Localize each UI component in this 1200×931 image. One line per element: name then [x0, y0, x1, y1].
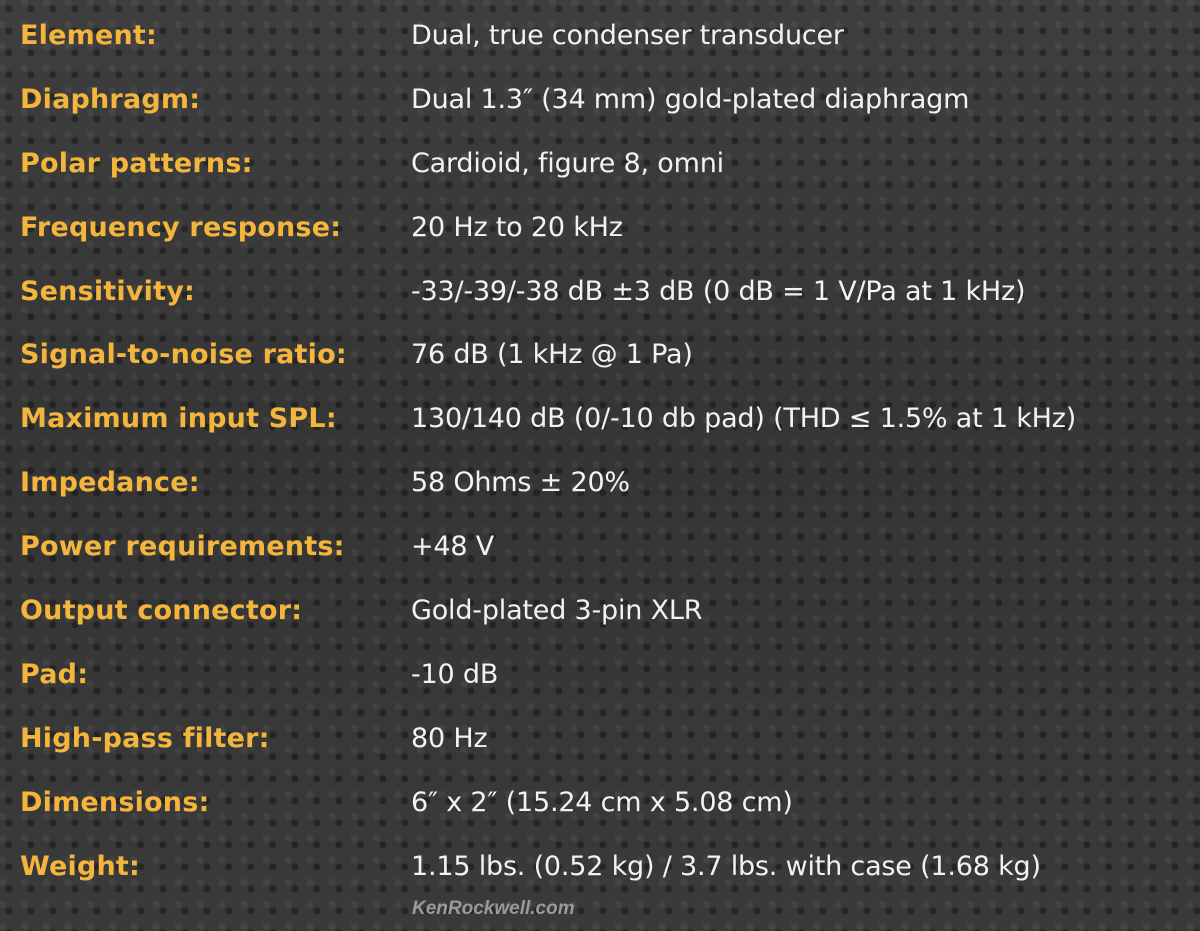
spec-label: High-pass filter: [20, 722, 270, 754]
spec-value: 80 Hz [411, 722, 488, 754]
spec-label: Sensitivity: [20, 275, 196, 307]
spec-label: Dimensions: [20, 786, 210, 818]
spec-row: High-pass filter: 80 Hz [0, 717, 1200, 781]
spec-label: Diaphragm: [20, 83, 201, 115]
spec-value: -33/-39/-38 dB ±3 dB (0 dB = 1 V/Pa at 1… [411, 275, 1026, 307]
spec-value: 130/140 dB (0/-10 db pad) (THD ≤ 1.5% at… [411, 403, 1077, 435]
spec-label: Impedance: [20, 467, 200, 499]
spec-row: Weight: 1.15 lbs. (0.52 kg) / 3.7 lbs. wi… [0, 845, 1200, 909]
spec-label: Frequency response: [20, 211, 342, 243]
spec-value: -10 dB [411, 658, 499, 690]
spec-row: Polar patterns: Cardioid, figure 8, omni [0, 142, 1200, 206]
spec-label: Output connector: [20, 595, 303, 627]
spec-value: 58 Ohms ± 20% [411, 467, 630, 499]
spec-row: Pad: -10 dB [0, 653, 1200, 717]
spec-label: Pad: [20, 658, 89, 690]
spec-label: Signal-to-noise ratio: [20, 339, 347, 371]
spec-value: 6″ x 2″ (15.24 cm x 5.08 cm) [411, 786, 793, 818]
spec-label: Polar patterns: [20, 147, 253, 179]
spec-label: Element: [20, 20, 157, 51]
spec-row: Sensitivity: -33/-39/-38 dB ±3 dB (0 dB =… [0, 270, 1200, 334]
spec-row: Signal-to-noise ratio: 76 dB (1 kHz @ 1 P… [0, 333, 1200, 397]
spec-table: Element: Dual, true condenser transducer D… [0, 14, 1200, 908]
watermark: KenRockwell.com [412, 898, 575, 919]
spec-row: Maximum input SPL: 130/140 dB (0/-10 db p… [0, 397, 1200, 461]
spec-row: Diaphragm: Dual 1.3″ (34 mm) gold-plated … [0, 78, 1200, 142]
spec-value: 1.15 lbs. (0.52 kg) / 3.7 lbs. with case… [411, 850, 1041, 882]
spec-value: +48 V [411, 531, 495, 563]
spec-value: 76 dB (1 kHz @ 1 Pa) [411, 339, 693, 371]
spec-row: Frequency response: 20 Hz to 20 kHz [0, 206, 1200, 270]
spec-row: Power requirements: +48 V [0, 525, 1200, 589]
spec-row: Dimensions: 6″ x 2″ (15.24 cm x 5.08 cm) [0, 781, 1200, 845]
spec-value: Dual 1.3″ (34 mm) gold-plated diaphragm [411, 83, 970, 115]
spec-row: Output connector: Gold-plated 3-pin XLR [0, 589, 1200, 653]
spec-label: Power requirements: [20, 531, 345, 563]
spec-row: Impedance: 58 Ohms ± 20% [0, 461, 1200, 525]
spec-value: Dual, true condenser transducer [411, 20, 844, 51]
spec-row: Element: Dual, true condenser transducer [0, 14, 1200, 78]
spec-label: Maximum input SPL: [20, 403, 337, 435]
spec-value: Cardioid, figure 8, omni [411, 147, 724, 179]
spec-label: Weight: [20, 850, 141, 882]
spec-value: 20 Hz to 20 kHz [411, 211, 623, 243]
spec-value: Gold-plated 3-pin XLR [411, 595, 703, 627]
